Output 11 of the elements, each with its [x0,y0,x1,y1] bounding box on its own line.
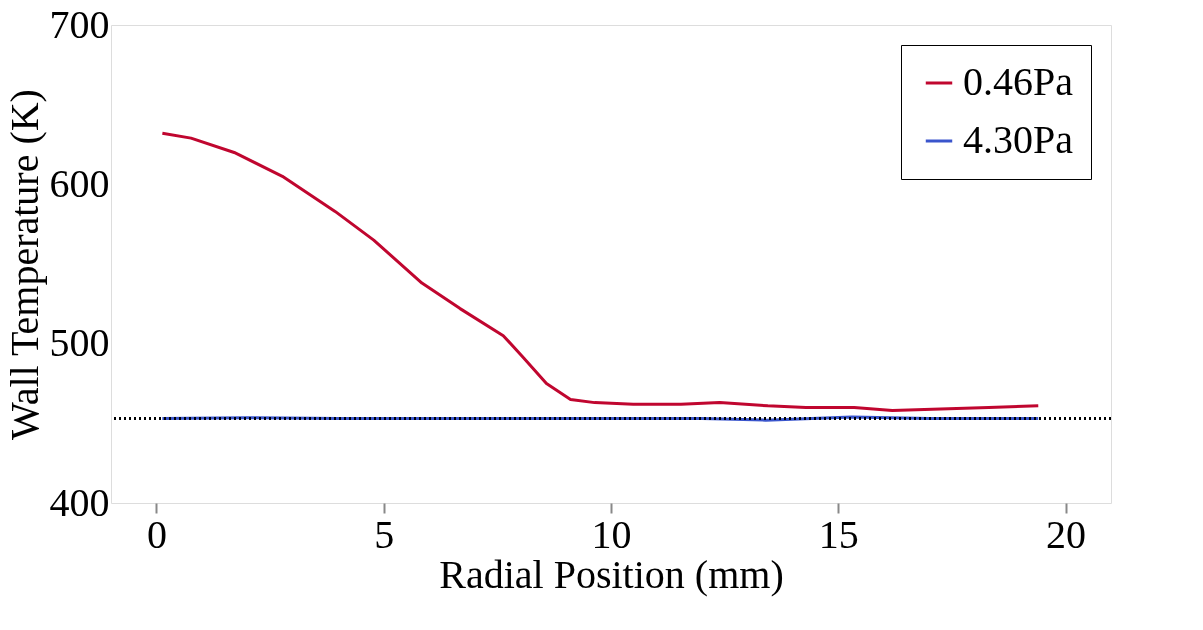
legend-label: 0.46Pa [963,59,1074,104]
y-axis-title: Wall Temperature (K) [1,89,47,440]
y-tick-label: 400 [49,479,110,525]
x-tick-label: 15 [818,511,859,557]
x-tick-label: 0 [146,511,167,557]
y-tick-label: 700 [49,1,110,47]
y-tick-label: 600 [49,160,110,206]
legend-label: 4.30Pa [963,117,1074,162]
x-tick-label: 20 [1046,511,1087,557]
y-tick-label: 500 [49,320,110,366]
x-tick-label: 5 [374,511,395,557]
